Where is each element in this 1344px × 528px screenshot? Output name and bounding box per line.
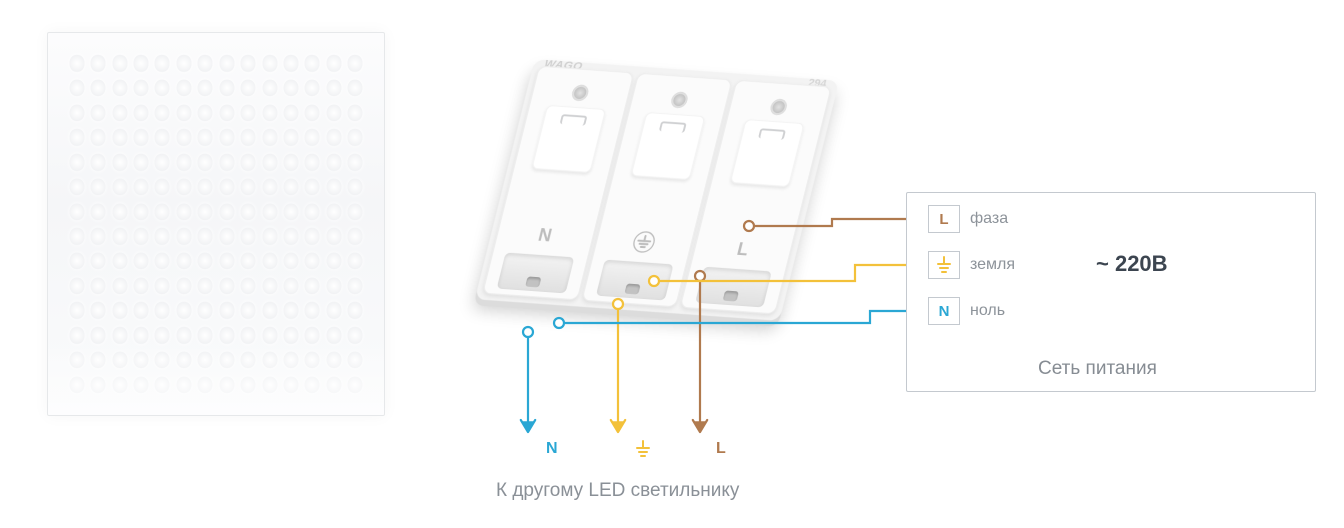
power-source-title: Сеть питания <box>1038 358 1157 380</box>
power-row-label: фаза <box>960 205 1060 233</box>
power-row-symbol <box>928 251 960 279</box>
led-wiring-diagram: { "canvas": { "width": 1344, "height": 5… <box>0 0 1344 528</box>
power-voltage: ~ 220В <box>1096 251 1168 277</box>
branch-letter <box>636 440 650 460</box>
power-row: Nноль <box>928 297 1060 325</box>
branch-caption: К другому LED светильнику <box>496 480 739 502</box>
power-row: земля <box>928 251 1060 279</box>
power-row-label: ноль <box>960 297 1060 325</box>
power-row-symbol: N <box>928 297 960 325</box>
branch-letter: L <box>716 440 726 458</box>
power-row: Lфаза <box>928 205 1060 233</box>
power-row-symbol: L <box>928 205 960 233</box>
power-row-label: земля <box>960 251 1060 279</box>
branch-letter: N <box>546 440 558 458</box>
